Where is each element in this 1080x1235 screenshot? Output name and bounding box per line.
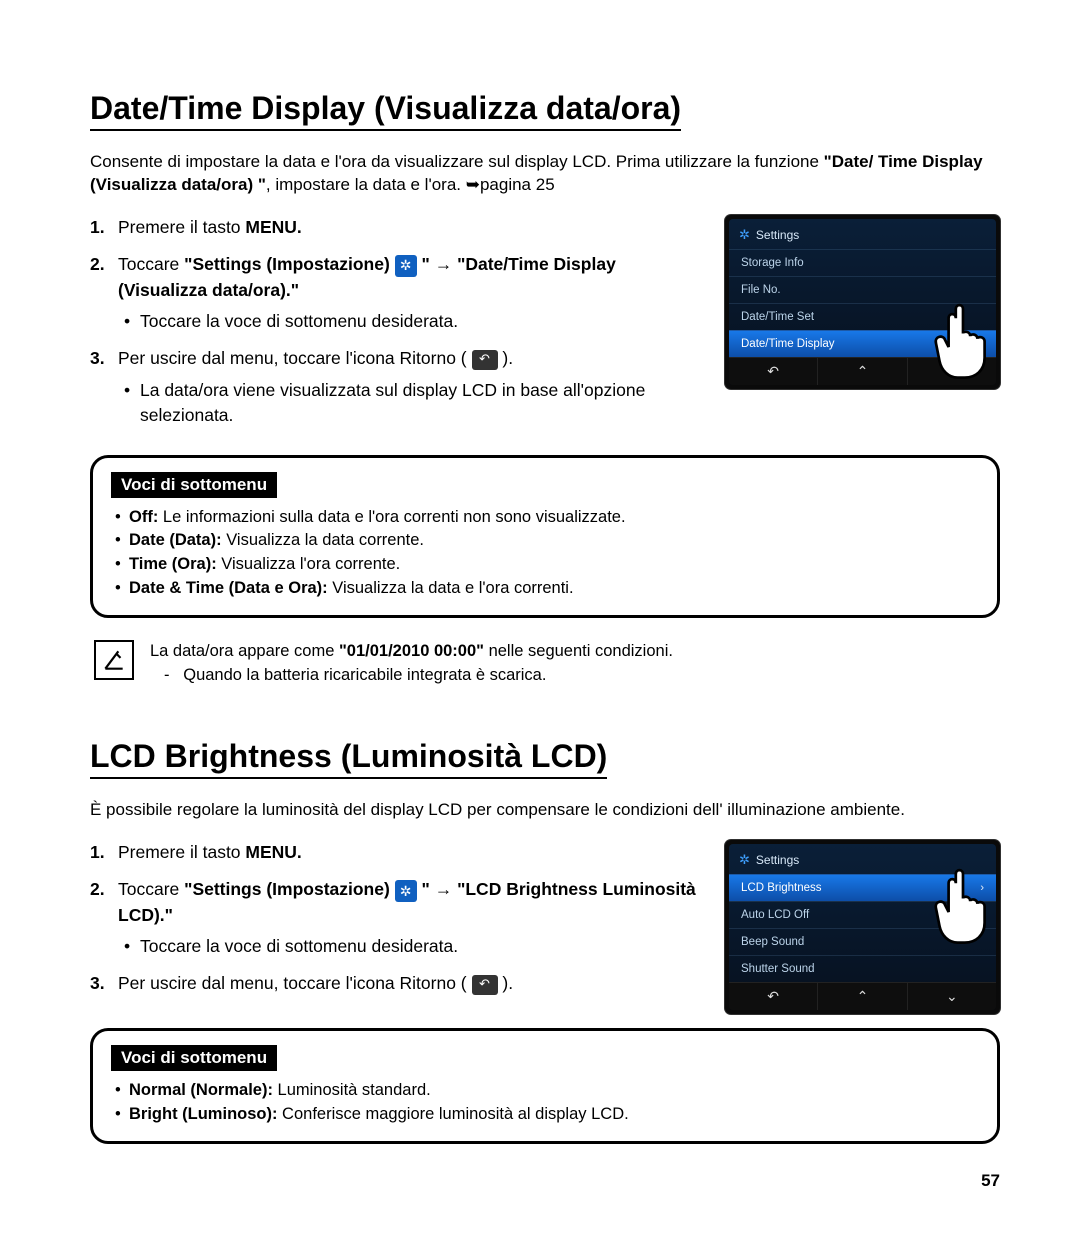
step-text: Toccare: [118, 254, 184, 274]
section1-screenshot: ✲ Settings Storage Info File No. Date/Tim…: [725, 215, 1000, 389]
step-text: Premere il tasto: [118, 842, 245, 862]
submenu-item: Date (Data): Visualizza la data corrente…: [111, 529, 979, 553]
step-bold: ": [417, 879, 435, 899]
step-bold: MENU.: [245, 217, 301, 237]
gear-icon: ✲: [395, 880, 417, 902]
step-text: Toccare: [118, 879, 184, 899]
section1-title: Date/Time Display (Visualizza data/ora): [90, 90, 681, 131]
section2-intro: È possibile regolare la luminosità del d…: [90, 799, 1000, 822]
submenu-label: Voci di sottomenu: [111, 472, 277, 498]
page-number: 57: [981, 1171, 1000, 1191]
submenu-item: Bright (Luminoso): Conferisce maggiore l…: [111, 1103, 979, 1127]
intro-text: Consente di impostare la data e l'ora da…: [90, 152, 824, 171]
return-icon: ↶: [472, 350, 498, 370]
ss-header-text: Settings: [756, 228, 799, 242]
note-text: La data/ora appare come: [150, 642, 339, 660]
ss-nav-up: ⌃: [818, 983, 907, 1010]
ss-gear-icon: ✲: [739, 852, 750, 868]
chevron-right-icon: ›: [980, 882, 984, 894]
ss-nav-back: ↶: [729, 358, 818, 385]
step-text: ).: [498, 348, 514, 368]
submenu-item: Date & Time (Data e Ora): Visualizza la …: [111, 577, 979, 601]
arrow-icon: →: [435, 879, 453, 899]
ss-item: Storage Info: [729, 249, 996, 276]
section2-steps: Premere il tasto MENU. Toccare "Settings…: [90, 840, 700, 997]
submenu-label: Voci di sottomenu: [111, 1045, 277, 1071]
ss-selected-text: LCD Brightness: [741, 882, 822, 894]
note-icon: [94, 640, 134, 680]
step2-sub: Toccare la voce di sottomenu desiderata.: [118, 309, 700, 334]
step-text: Premere il tasto: [118, 217, 245, 237]
step3-sub: La data/ora viene visualizzata sul displ…: [118, 378, 700, 429]
intro-text2: , impostare la data e l'ora.: [266, 175, 466, 194]
step-bold: ": [417, 254, 435, 274]
section2-title: LCD Brightness (Luminosità LCD): [90, 738, 607, 779]
chevron-right-icon: ›: [980, 338, 984, 350]
step-1: Premere il tasto MENU.: [90, 215, 700, 240]
ss-gear-icon: ✲: [739, 227, 750, 243]
ss-selected-text: Date/Time Display: [741, 338, 835, 350]
section1-steps: Premere il tasto MENU. Toccare "Settings…: [90, 215, 700, 429]
gear-icon: ✲: [395, 255, 417, 277]
submenu-item: Off: Le informazioni sulla data e l'ora …: [111, 506, 979, 530]
step-bold: "Settings (Impostazione): [184, 254, 395, 274]
step-1: Premere il tasto MENU.: [90, 840, 700, 865]
ss-nav-down: ⌄: [908, 358, 996, 385]
note-sub-text: Quando la batteria ricaricabile integrat…: [183, 666, 546, 684]
step-text: ).: [498, 973, 514, 993]
intro-ref: ➥pagina 25: [466, 175, 555, 194]
step-text: Per uscire dal menu, toccare l'icona Rit…: [118, 973, 472, 993]
submenu-item: Normal (Normale): Luminosità standard.: [111, 1079, 979, 1103]
ss-item-selected: Date/Time Display ›: [729, 330, 996, 357]
step-2: Toccare "Settings (Impostazione) ✲ " → "…: [90, 877, 700, 959]
step-bold: MENU.: [245, 842, 301, 862]
step-3: Per uscire dal menu, toccare l'icona Rit…: [90, 971, 700, 996]
step-3: Per uscire dal menu, toccare l'icona Rit…: [90, 346, 700, 428]
ss-header-text: Settings: [756, 853, 799, 867]
note-bold: "01/01/2010 00:00": [339, 642, 484, 660]
section1-intro: Consente di impostare la data e l'ora da…: [90, 151, 1000, 197]
ss-nav-back: ↶: [729, 983, 818, 1010]
step2-sub: Toccare la voce di sottomenu desiderata.: [118, 934, 700, 959]
note-text: nelle seguenti condizioni.: [484, 642, 673, 660]
step-bold: "Settings (Impostazione): [184, 879, 395, 899]
section2-screenshot: ✲ Settings LCD Brightness › Auto LCD Off B…: [725, 840, 1000, 1014]
ss-nav-down: ⌄: [908, 983, 996, 1010]
section2-submenu-box: Voci di sottomenu Normal (Normale): Lumi…: [90, 1028, 1000, 1144]
ss-item: File No.: [729, 276, 996, 303]
section1-submenu-box: Voci di sottomenu Off: Le informazioni s…: [90, 455, 1000, 619]
note-sub: - Quando la batteria ricaricabile integr…: [150, 664, 673, 688]
ss-item: Shutter Sound: [729, 955, 996, 982]
section1-note: La data/ora appare come "01/01/2010 00:0…: [90, 640, 1000, 688]
submenu-item: Time (Ora): Visualizza l'ora corrente.: [111, 553, 979, 577]
step-2: Toccare "Settings (Impostazione) ✲ " → "…: [90, 252, 700, 334]
step-text: Per uscire dal menu, toccare l'icona Rit…: [118, 348, 472, 368]
ss-item: Auto LCD Off: [729, 901, 996, 928]
arrow-icon: →: [435, 254, 453, 274]
return-icon: ↶: [472, 975, 498, 995]
ss-item-selected: LCD Brightness ›: [729, 874, 996, 901]
ss-item: Date/Time Set: [729, 303, 996, 330]
ss-nav-up: ⌃: [818, 358, 907, 385]
ss-item: Beep Sound: [729, 928, 996, 955]
